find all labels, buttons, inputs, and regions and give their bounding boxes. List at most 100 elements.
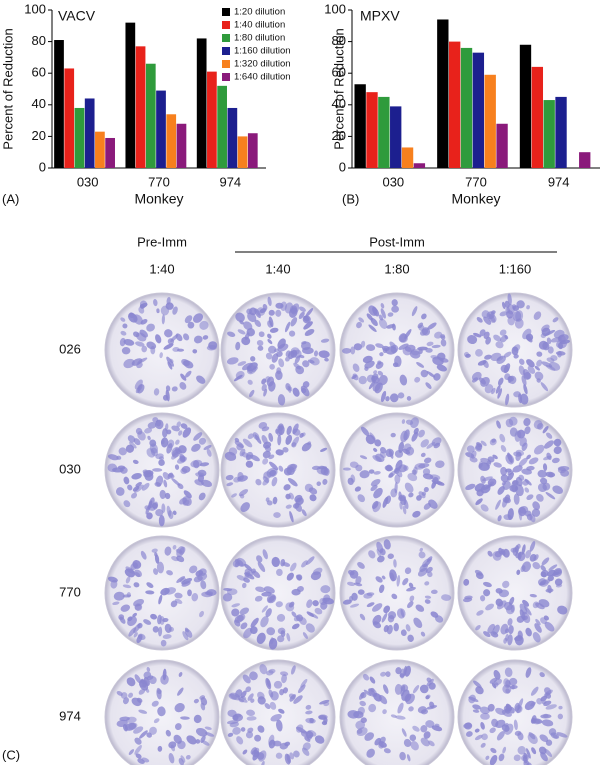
plaque: [498, 753, 505, 762]
plaque: [499, 433, 506, 443]
plaque: [256, 307, 266, 316]
plaque: [523, 372, 532, 380]
plaque: [270, 637, 274, 645]
plaque: [165, 729, 171, 737]
plaque: [405, 624, 411, 632]
plaque: [360, 340, 366, 348]
plaque: [385, 464, 393, 472]
plaque: [136, 362, 143, 369]
plaque: [127, 616, 137, 627]
bar: [207, 71, 217, 168]
plaque: [276, 613, 286, 622]
plaque: [199, 462, 210, 467]
plaque: [290, 317, 298, 327]
plaque: [480, 721, 485, 730]
plaque: [147, 435, 151, 441]
plaque: [495, 598, 504, 607]
bar: [519, 44, 532, 169]
plaque: [122, 594, 132, 598]
plaque: [270, 691, 279, 701]
bar: [217, 85, 227, 168]
plaque: [489, 727, 496, 734]
plaque: [388, 473, 394, 478]
plaque: [234, 561, 240, 567]
plaque: [208, 341, 218, 350]
plaque: [124, 568, 136, 578]
x-tick-label: 030: [77, 174, 99, 189]
plaque: [247, 433, 254, 440]
bar: [95, 131, 105, 168]
plaque: [193, 313, 204, 323]
plaque: [268, 668, 276, 674]
plaque: [244, 572, 255, 580]
plaque: [404, 329, 412, 339]
plaque: [122, 584, 132, 589]
plaque: [558, 705, 563, 710]
plaque: [406, 754, 411, 762]
bar: [484, 74, 496, 168]
plaque: [545, 471, 556, 478]
plaque: [495, 499, 501, 510]
plaque: [532, 501, 541, 510]
plaque: [119, 337, 126, 347]
plaque: [421, 327, 431, 336]
plaque: [540, 714, 552, 719]
plaque: [168, 510, 174, 520]
plaque: [160, 639, 167, 647]
plaque: [174, 723, 182, 731]
plaque: [542, 425, 549, 434]
plaque: [320, 585, 331, 594]
plaque: [173, 734, 182, 744]
plaque: [373, 370, 378, 375]
plaque: [363, 592, 373, 599]
plaque: [305, 308, 314, 318]
plaque: [284, 321, 291, 333]
bar: [176, 123, 187, 168]
plaque: [265, 677, 272, 690]
plate: [457, 659, 573, 765]
plaque: [436, 364, 447, 372]
plaque: [134, 737, 142, 745]
plaque: [357, 562, 365, 569]
y-tick-label: 60: [32, 65, 46, 80]
plaque: [504, 628, 509, 634]
plaque: [254, 734, 262, 742]
plaque: [342, 599, 352, 605]
plaque: [187, 589, 192, 597]
legend-swatch: [222, 21, 230, 29]
plaque: [273, 512, 281, 518]
plaque: [394, 449, 404, 458]
plaque: [426, 371, 436, 378]
plaque: [534, 444, 545, 455]
plaque: [134, 379, 143, 390]
plaque: [175, 333, 183, 342]
plaque: [518, 506, 527, 517]
plaque: [535, 618, 541, 626]
plaque: [509, 685, 518, 690]
plate-dish: [220, 535, 336, 651]
plaque: [425, 347, 433, 353]
plaque: [282, 562, 291, 567]
plaque: [120, 317, 126, 322]
plaque: [291, 611, 297, 618]
plaque: [150, 613, 158, 620]
plaque: [200, 735, 206, 744]
plaque: [313, 350, 319, 357]
plaque: [366, 374, 375, 383]
plaque: [521, 442, 528, 451]
plaque: [135, 341, 145, 347]
plaque: [275, 309, 282, 317]
plaque: [193, 575, 203, 583]
plaque: [263, 388, 268, 397]
legend-label: 1:320 dilution: [234, 59, 291, 70]
plaque: [398, 333, 408, 343]
plaque: [534, 371, 544, 381]
plaque: [420, 725, 428, 733]
plaque: [373, 470, 381, 475]
plaque: [431, 725, 443, 732]
plaque: [224, 451, 237, 461]
plaque: [545, 739, 553, 746]
plaque: [413, 427, 419, 435]
plaque: [524, 700, 535, 711]
plaque: [154, 552, 158, 557]
